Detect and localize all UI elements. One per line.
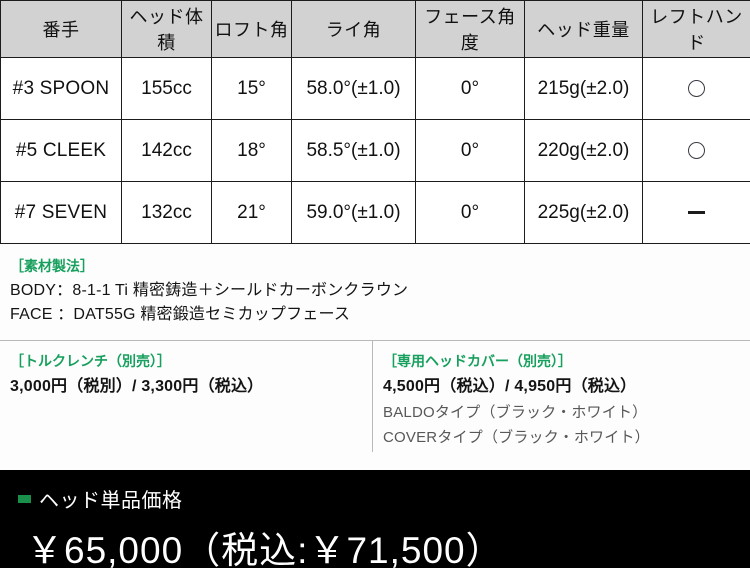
banner-label: ヘッド単品価格 [39, 484, 183, 513]
column-header-face-angle: フェース角度 [416, 1, 525, 58]
cell-model: #3 SPOON [1, 58, 122, 120]
green-square-marker-icon [18, 495, 31, 503]
circle-available-icon [688, 142, 705, 159]
column-header-loft-angle: ロフト角 [212, 1, 292, 58]
optional-accessories-section: ［トルクレンチ（別売）］ 3,000円（税別）/ 3,300円（税込） ［専用ヘ… [0, 340, 750, 452]
cell-head-weight: 225g(±2.0) [525, 182, 643, 244]
cell-head-weight: 215g(±2.0) [525, 58, 643, 120]
cell-loft-angle: 18° [212, 120, 292, 182]
table-header: 番手 ヘッド体積 ロフト角 ライ角 フェース角度 ヘッド重量 レフトハンド [1, 1, 750, 58]
cell-model: #7 SEVEN [1, 182, 122, 244]
cell-head-volume: 155cc [122, 58, 212, 120]
table-row: #5 CLEEK 142cc 18° 58.5°(±1.0) 0° 220g(±… [1, 120, 750, 182]
head-cover-block: ［専用ヘッドカバー（別売）］ 4,500円（税込）/ 4,950円（税込） BA… [373, 341, 750, 452]
cell-model: #5 CLEEK [1, 120, 122, 182]
column-header-left-hand: レフトハンド [643, 1, 750, 58]
banner-price-value: ￥65,000（税込:￥71,500） [26, 520, 750, 574]
column-header-lie-angle: ライ角 [292, 1, 416, 58]
material-body-line: BODY：8-1-1 Ti 精密鋳造＋シールドカーボンクラウン [10, 279, 740, 303]
material-construction-section: ［素材製法］ BODY：8-1-1 Ti 精密鋳造＋シールドカーボンクラウン F… [0, 244, 750, 340]
cell-face-angle: 0° [416, 120, 525, 182]
cell-face-angle: 0° [416, 182, 525, 244]
banner-label-row: ヘッド単品価格 [18, 484, 750, 513]
torque-wrench-block: ［トルクレンチ（別売）］ 3,000円（税別）/ 3,300円（税込） [0, 341, 373, 452]
specification-table: 番手 ヘッド体積 ロフト角 ライ角 フェース角度 ヘッド重量 レフトハンド #3… [0, 0, 750, 244]
table-row: #7 SEVEN 132cc 21° 59.0°(±1.0) 0° 225g(±… [1, 182, 750, 244]
cell-loft-angle: 15° [212, 58, 292, 120]
cell-lie-angle: 58.0°(±1.0) [292, 58, 416, 120]
material-section-heading: ［素材製法］ [10, 256, 740, 276]
cell-head-weight: 220g(±2.0) [525, 120, 643, 182]
cell-lie-angle: 58.5°(±1.0) [292, 120, 416, 182]
dash-unavailable-icon [688, 211, 705, 214]
head-cover-heading: ［専用ヘッドカバー（別売）］ [383, 351, 740, 371]
column-header-head-volume: ヘッド体積 [122, 1, 212, 58]
head-cover-variant-baldo: BALDOタイプ（ブラック・ホワイト） [383, 400, 740, 425]
column-header-model: 番手 [1, 1, 122, 58]
table-row: #3 SPOON 155cc 15° 58.0°(±1.0) 0° 215g(±… [1, 58, 750, 120]
cell-left-hand [643, 182, 750, 244]
torque-wrench-price: 3,000円（税別）/ 3,300円（税込） [10, 374, 362, 400]
column-header-head-weight: ヘッド重量 [525, 1, 643, 58]
head-cover-variant-cover: COVERタイプ（ブラック・ホワイト） [383, 425, 740, 450]
head-cover-price: 4,500円（税込）/ 4,950円（税込） [383, 374, 740, 400]
cell-head-volume: 142cc [122, 120, 212, 182]
head-price-banner: ヘッド単品価格 ￥65,000（税込:￥71,500） [0, 470, 750, 568]
material-face-line: FACE ：DAT55G 精密鍛造セミカップフェース [10, 303, 740, 327]
cell-head-volume: 132cc [122, 182, 212, 244]
torque-wrench-heading: ［トルクレンチ（別売）］ [10, 351, 362, 371]
table-body: #3 SPOON 155cc 15° 58.0°(±1.0) 0° 215g(±… [1, 58, 750, 244]
table-header-row: 番手 ヘッド体積 ロフト角 ライ角 フェース角度 ヘッド重量 レフトハンド [1, 1, 750, 58]
circle-available-icon [688, 80, 705, 97]
cell-left-hand [643, 58, 750, 120]
cell-face-angle: 0° [416, 58, 525, 120]
cell-lie-angle: 59.0°(±1.0) [292, 182, 416, 244]
cell-left-hand [643, 120, 750, 182]
cell-loft-angle: 21° [212, 182, 292, 244]
